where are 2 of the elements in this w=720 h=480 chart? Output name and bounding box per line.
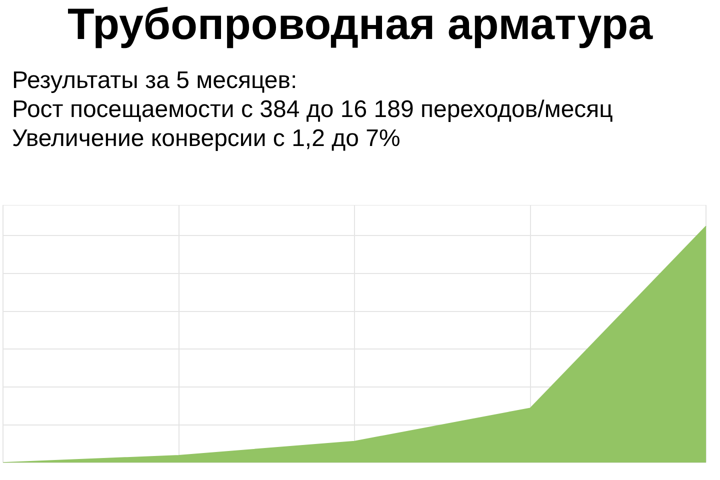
chart-subtitle: Результаты за 5 месяцев: Рост посещаемости с 384 до 16 189 переходов/месяц Увеличение конверсии с 1,2 до 7% — [12, 66, 614, 154]
chart-title: Трубопроводная арматура — [66, 0, 654, 51]
